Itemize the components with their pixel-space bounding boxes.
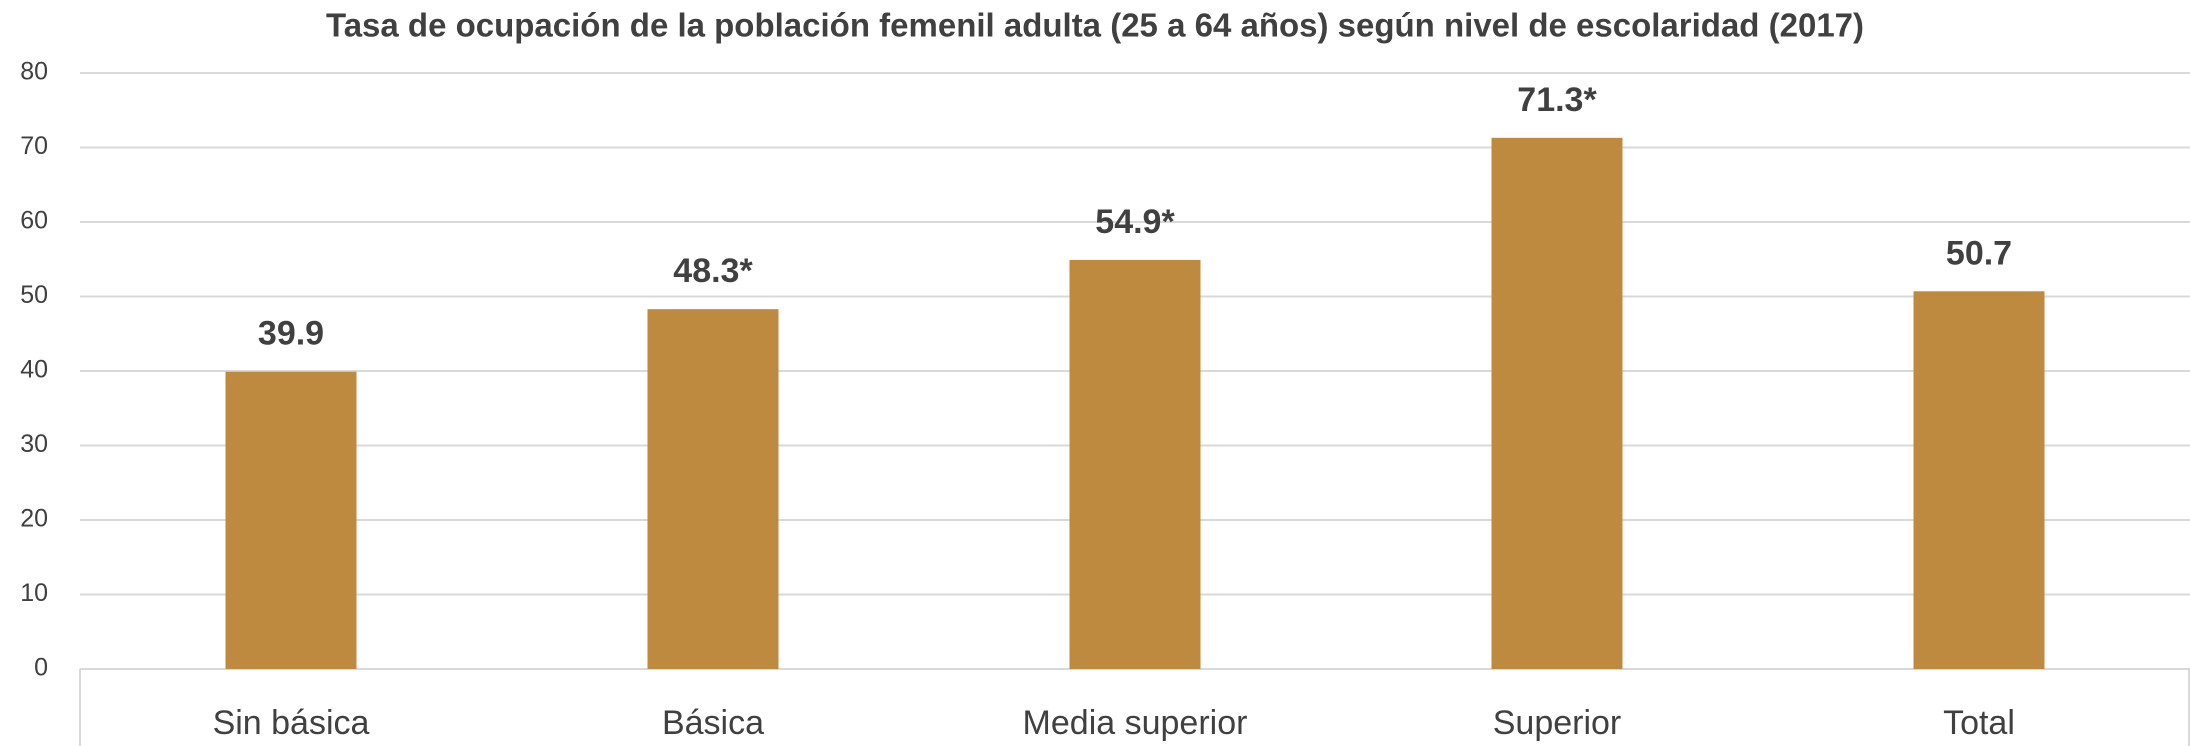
chart-title: Tasa de ocupación de la población femeni… [326, 7, 1864, 44]
y-tick-label: 0 [34, 654, 48, 682]
y-tick-label: 80 [20, 58, 48, 86]
data-label: 54.9* [1095, 203, 1175, 241]
x-tick-label: Total [1943, 704, 2015, 742]
data-label: 39.9 [258, 315, 324, 353]
bar [1913, 291, 2045, 669]
bar [1491, 137, 1623, 669]
y-tick-label: 10 [20, 579, 48, 607]
y-tick-label: 60 [20, 207, 48, 235]
y-tick-label: 20 [20, 505, 48, 533]
y-tick-label: 30 [20, 430, 48, 458]
y-tick-label: 70 [20, 132, 48, 160]
bar [1069, 259, 1201, 669]
x-tick-label: Media superior [1023, 704, 1248, 742]
data-label: 71.3* [1517, 81, 1597, 119]
x-tick-label: Sin básica [213, 704, 370, 742]
data-label: 50.7 [1946, 234, 2012, 272]
x-tick-label: Superior [1493, 704, 1622, 742]
bar [225, 371, 357, 669]
data-label: 48.3* [673, 252, 753, 290]
y-tick-label: 40 [20, 356, 48, 384]
bar [647, 309, 779, 669]
y-tick-label: 50 [20, 281, 48, 309]
x-tick-label: Básica [662, 704, 764, 742]
